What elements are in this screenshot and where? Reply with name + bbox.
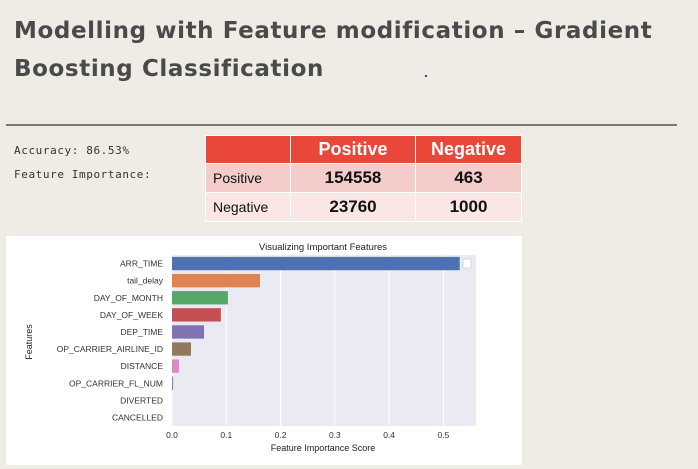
chart-title: Visualizing Important Features bbox=[259, 242, 387, 253]
cell-false-negative: 463 bbox=[415, 163, 522, 193]
y-axis-label: Features bbox=[24, 324, 34, 360]
bar-arr-time bbox=[172, 256, 460, 271]
x-tick-label: 0.4 bbox=[383, 430, 395, 440]
feature-importance-label: Feature Importance: bbox=[14, 168, 152, 181]
title-divider bbox=[6, 124, 677, 126]
col-header-positive: Positive bbox=[290, 135, 416, 164]
accuracy-label: Accuracy: 86.53% bbox=[14, 144, 130, 157]
confusion-header-row: Positive Negative bbox=[205, 135, 522, 164]
bar-distance bbox=[172, 359, 180, 373]
legend-box bbox=[462, 258, 472, 269]
y-tick-label: ARR_TIME bbox=[120, 259, 163, 269]
y-tick-label: DAY_OF_WEEK bbox=[100, 310, 163, 320]
y-tick-label: tail_delay bbox=[127, 276, 164, 286]
bar-op-carrier-airline-id bbox=[172, 342, 191, 356]
cell-true-negative: 1000 bbox=[415, 192, 522, 222]
y-tick-label: DIVERTED bbox=[120, 395, 163, 405]
bar-day-of-week bbox=[172, 308, 221, 322]
confusion-matrix-table: Positive Negative Positive 154558 463 Ne… bbox=[205, 135, 522, 222]
feature-importance-svg: Visualizing Important Features ARR_TIMEt… bbox=[24, 242, 476, 453]
row-label-positive: Positive bbox=[205, 163, 291, 193]
bar-op-carrier-fl-num bbox=[172, 376, 174, 390]
y-tick-label: OP_CARRIER_AIRLINE_ID bbox=[57, 344, 163, 354]
confusion-corner-cell bbox=[205, 135, 291, 164]
row-label-negative: Negative bbox=[205, 192, 291, 222]
bar-tail-delay bbox=[172, 273, 260, 288]
x-tick-label: 0.5 bbox=[438, 430, 450, 440]
table-row: Positive 154558 463 bbox=[205, 163, 522, 193]
stray-dot bbox=[425, 75, 427, 77]
y-tick-label: CANCELLED bbox=[112, 412, 163, 422]
bar-day-of-month bbox=[172, 291, 228, 305]
x-axis-label: Feature Importance Score bbox=[271, 443, 376, 453]
slide-title: Modelling with Feature modification – Gr… bbox=[14, 18, 653, 82]
x-tick-label: 0.1 bbox=[220, 430, 232, 440]
table-row: Negative 23760 1000 bbox=[205, 192, 522, 222]
x-tick-label: 0.3 bbox=[329, 430, 341, 440]
x-tick-label: 0.0 bbox=[166, 430, 178, 440]
y-tick-label: DEP_TIME bbox=[120, 327, 163, 337]
bar-dep-time bbox=[172, 325, 205, 339]
x-tick-label: 0.2 bbox=[275, 430, 287, 440]
col-header-negative: Negative bbox=[415, 135, 522, 164]
y-tick-label: DISTANCE bbox=[121, 361, 164, 371]
cell-false-positive: 23760 bbox=[290, 192, 416, 222]
y-tick-label: OP_CARRIER_FL_NUM bbox=[69, 378, 163, 388]
cell-true-positive: 154558 bbox=[290, 163, 416, 193]
y-tick-label: DAY_OF_MONTH bbox=[94, 293, 163, 303]
